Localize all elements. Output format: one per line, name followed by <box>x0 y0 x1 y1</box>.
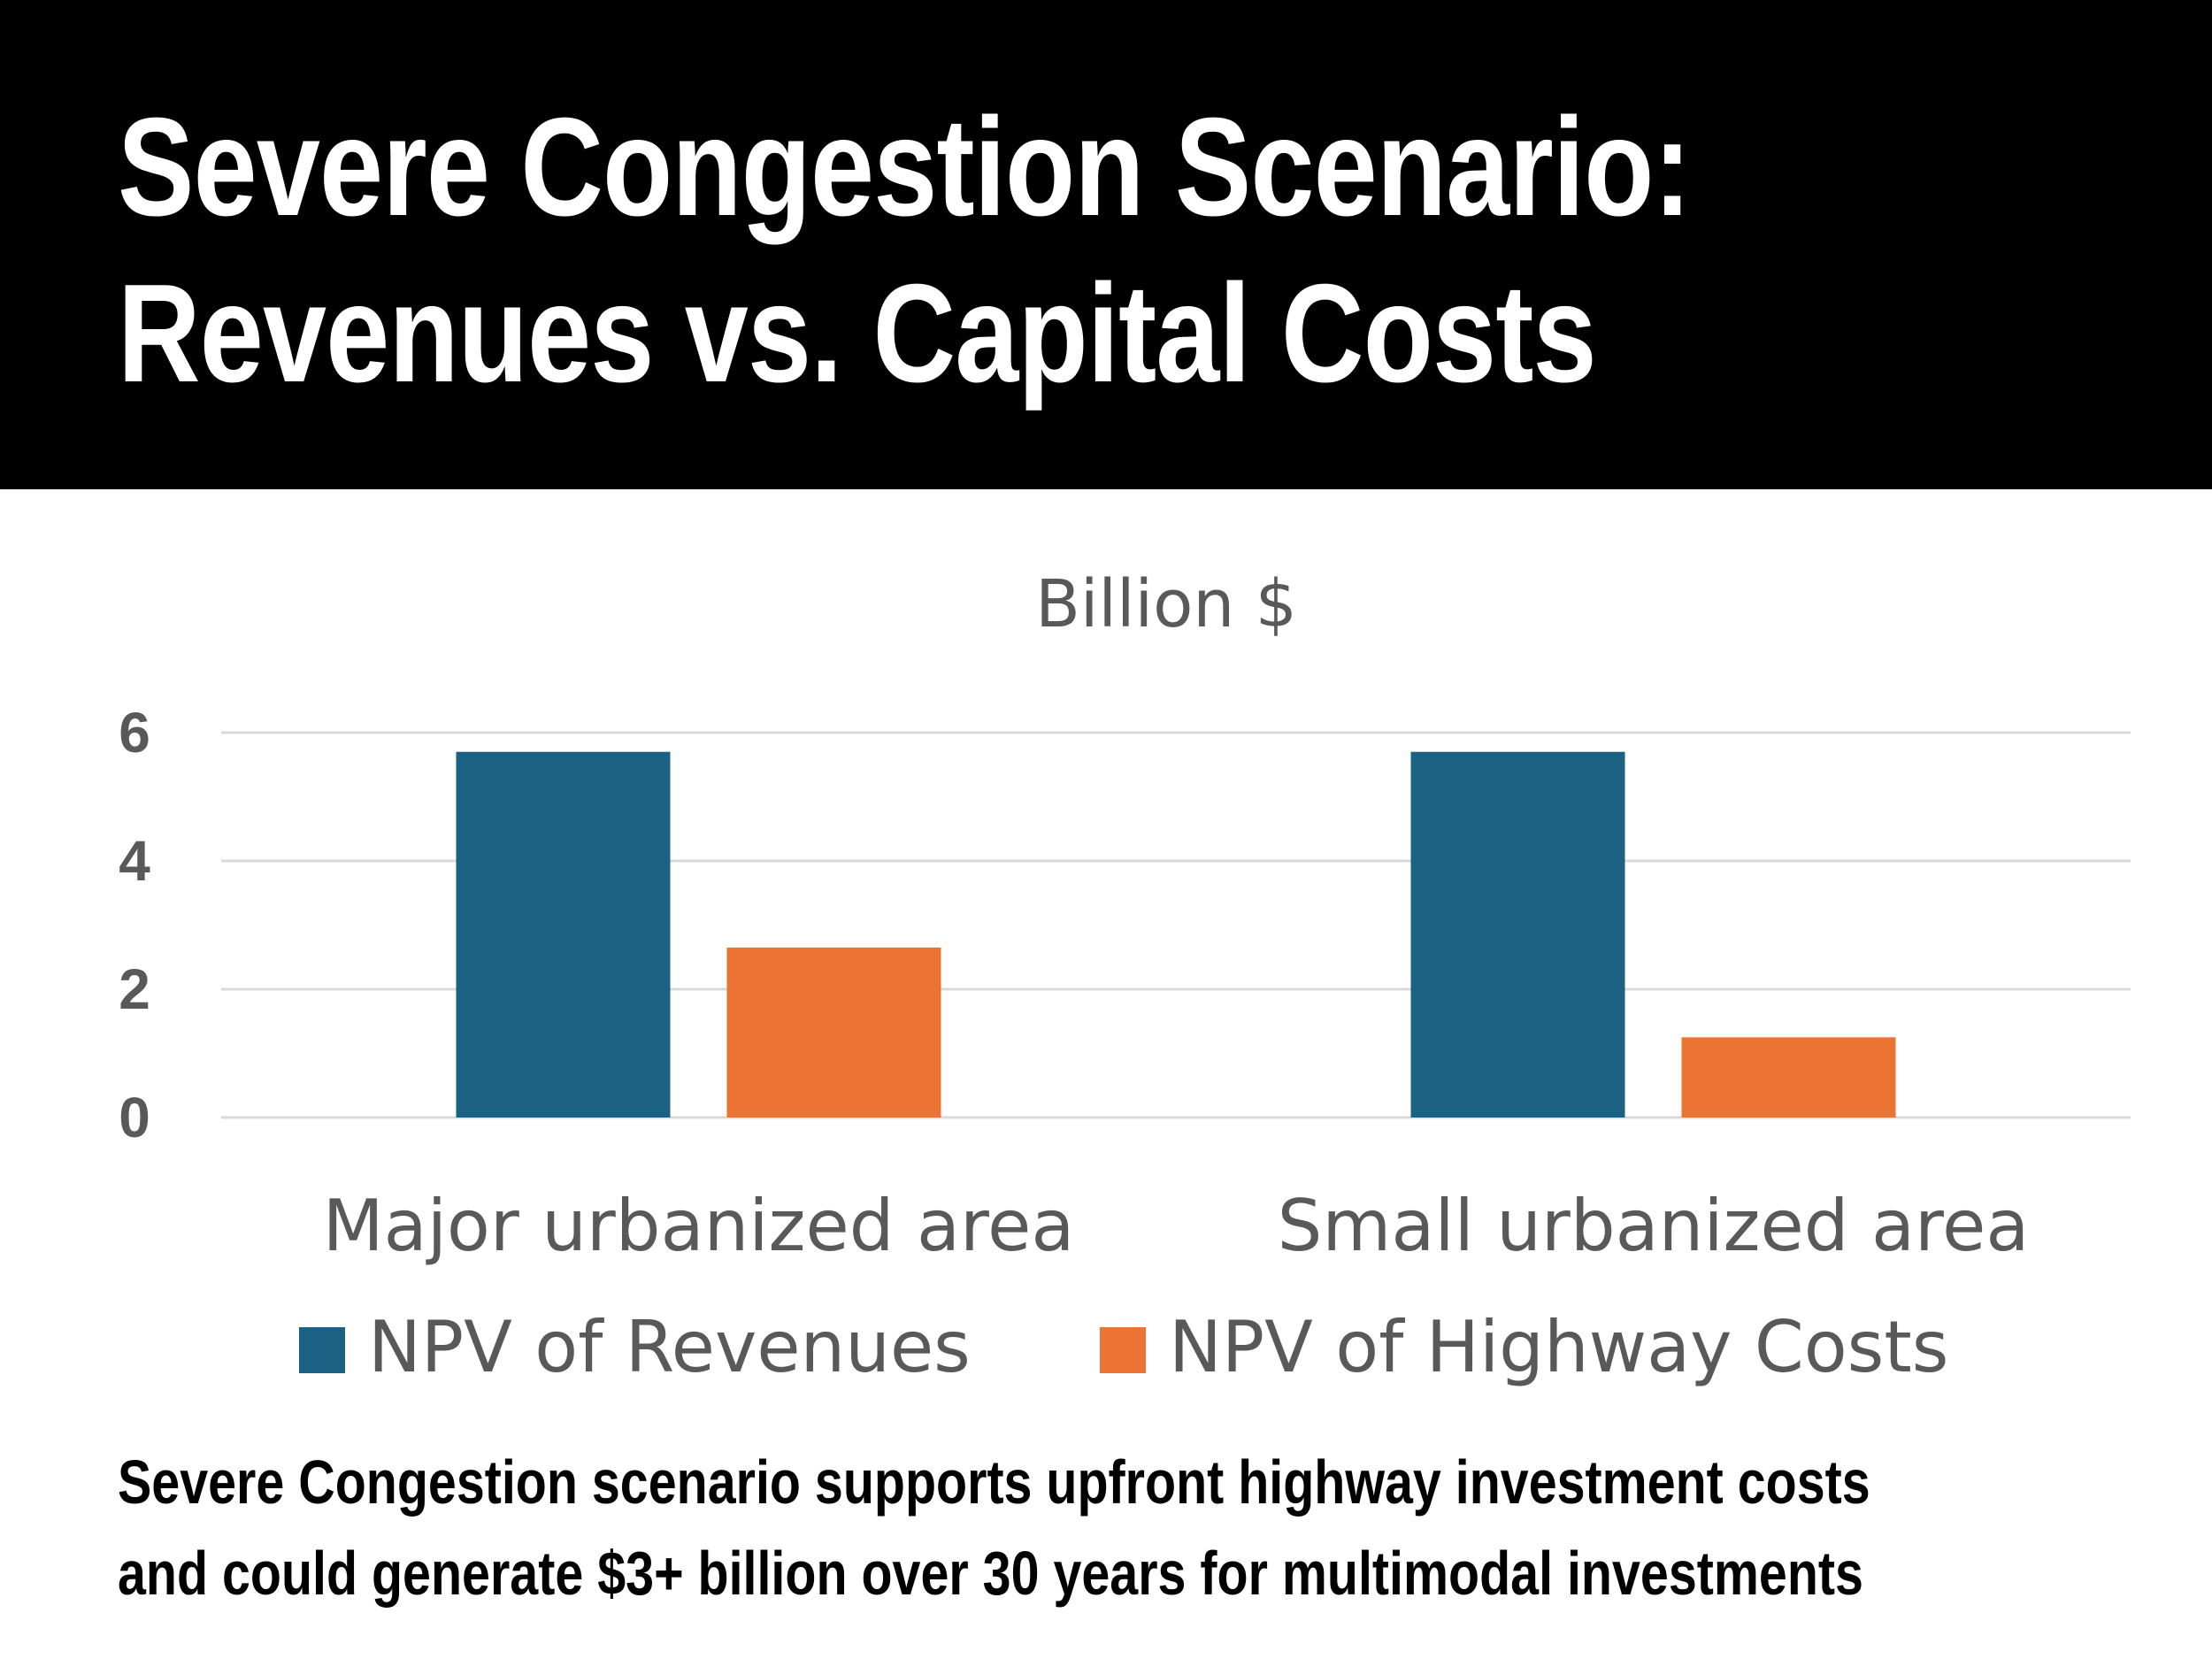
bars <box>456 751 1896 1118</box>
x-category-label-major: Major urbanized area <box>323 1185 1075 1267</box>
legend-label-revenues: NPV of Revenues <box>368 1306 971 1388</box>
y-tick-label-2: 2 <box>119 957 150 1021</box>
legend-label-highway-costs: NPV of Highway Costs <box>1169 1306 1948 1388</box>
bar-revenues-small <box>1410 751 1625 1118</box>
bar-highway-costs-major <box>726 947 941 1118</box>
x-axis-labels: Major urbanized area Small urbanized area <box>323 1185 2030 1267</box>
x-category-label-small: Small urbanized area <box>1278 1185 2030 1267</box>
y-axis-ticks: 0 2 4 6 <box>119 701 150 1149</box>
title-line-2: Revenues vs. Capital Costs <box>118 256 1597 411</box>
legend: NPV of Revenues NPV of Highway Costs <box>299 1306 1948 1388</box>
chart-title: Billion $ <box>1035 566 1297 642</box>
y-tick-label-4: 4 <box>119 829 150 893</box>
y-tick-label-6: 6 <box>119 701 150 764</box>
caption-line-1: Severe Congestion scenario supports upfr… <box>118 1448 1870 1517</box>
y-tick-label-0: 0 <box>119 1086 150 1149</box>
caption-line-2: and could generate $3+ billion over 30 y… <box>118 1539 1863 1608</box>
bar-highway-costs-small <box>1681 1037 1896 1118</box>
title-line-1: Severe Congestion Scenario: <box>118 89 1692 245</box>
title-band: Severe Congestion Scenario: Revenues vs.… <box>0 0 2212 489</box>
legend-swatch-highway-costs <box>1100 1327 1146 1373</box>
bar-revenues-major <box>456 751 671 1118</box>
legend-swatch-revenues <box>299 1327 345 1373</box>
bar-chart: Billion $ 0 2 4 6 Major urbanized area Small… <box>119 566 2131 1388</box>
